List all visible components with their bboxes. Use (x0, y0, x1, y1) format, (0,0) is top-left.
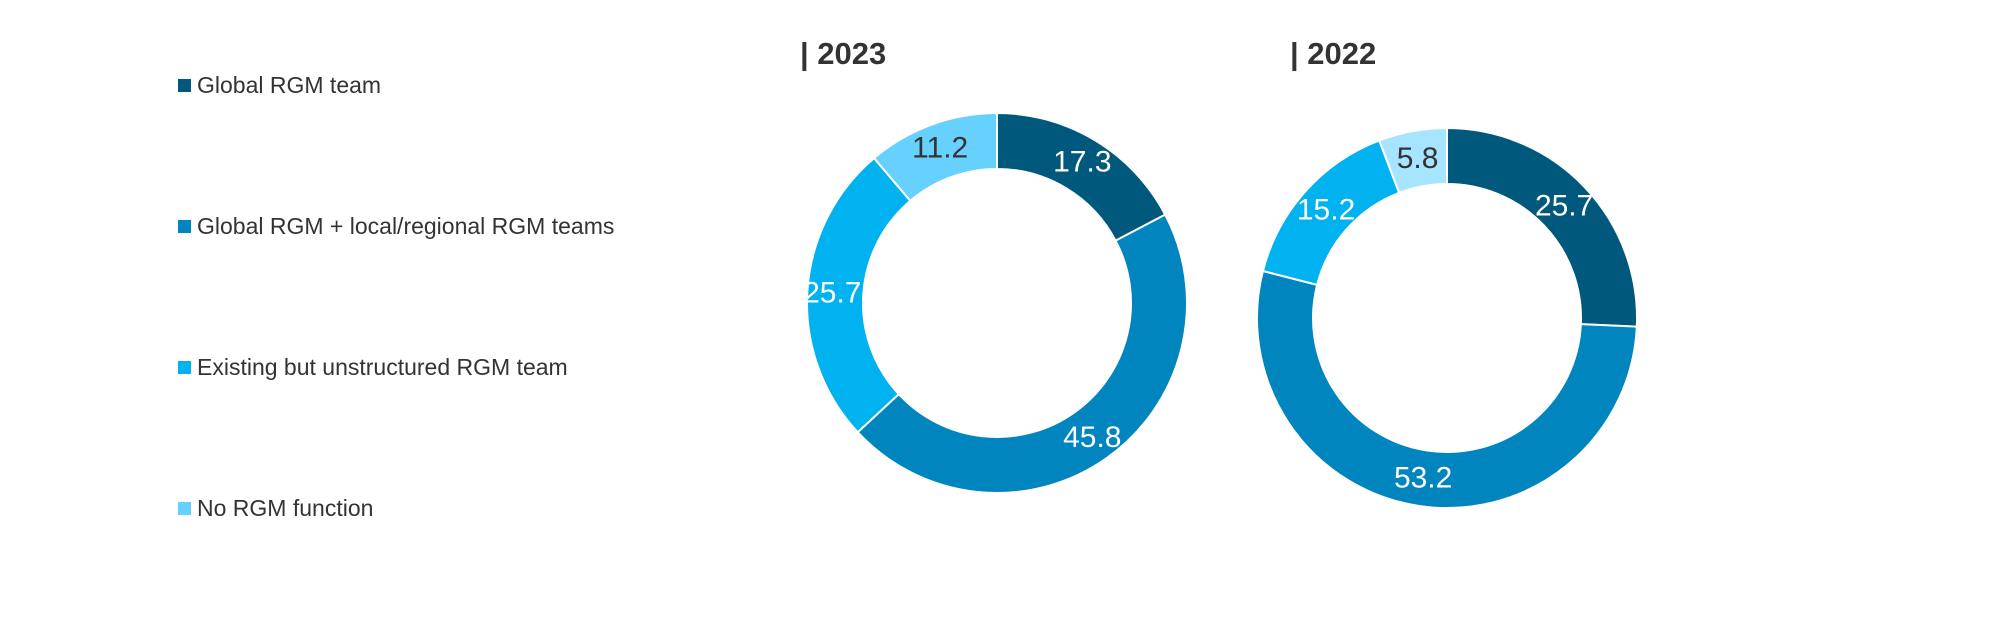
data-label-existing-unstructured-rgm: 25.7 (803, 277, 861, 310)
data-label-no-rgm-function: 5.8 (1397, 142, 1439, 175)
legend-item-existing-unstructured: Existing but unstructured RGM team (178, 354, 568, 381)
legend-label: Existing but unstructured RGM team (197, 354, 568, 380)
legend-swatch (178, 361, 191, 374)
legend-item-global-plus-local: Global RGM + local/regional RGM teams (178, 213, 614, 240)
data-label-no-rgm-function: 11.2 (912, 132, 968, 165)
data-label-global-rgm-team: 17.3 (1053, 145, 1111, 178)
donut-chart-2023: 17.3 45.8 25.7 11.2 (803, 111, 1188, 494)
chart-title-2023: | 2023 (800, 36, 887, 71)
legend-label: No RGM function (197, 495, 374, 521)
legend-swatch (178, 79, 191, 92)
donut-chart-2022: 25.7 53.2 15.2 5.8 (1256, 126, 1638, 509)
legend-label: Global RGM + local/regional RGM teams (197, 213, 615, 239)
legend-item-no-rgm-function: No RGM function (178, 495, 373, 522)
chart-title-2022: | 2022 (1290, 36, 1377, 71)
donut-slice-no-rgm-function (872, 111, 998, 203)
data-label-existing-unstructured-rgm: 15.2 (1297, 194, 1355, 227)
donut-slice-global-plus-local-rgm (856, 213, 1188, 494)
donut-slice-global-rgm-team (1446, 126, 1638, 328)
donut-slice-no-rgm-function (1377, 126, 1448, 195)
legend-item-global-rgm-team: Global RGM team (178, 72, 381, 99)
donut-slice-global-plus-local-rgm (1256, 269, 1638, 509)
data-label-global-plus-local-rgm: 53.2 (1394, 462, 1452, 495)
legend-label: Global RGM team (197, 72, 382, 98)
data-label-global-plus-local-rgm: 45.8 (1063, 421, 1121, 454)
data-label-global-rgm-team: 25.7 (1535, 190, 1593, 223)
legend-swatch (178, 220, 191, 233)
legend-swatch (178, 502, 191, 515)
